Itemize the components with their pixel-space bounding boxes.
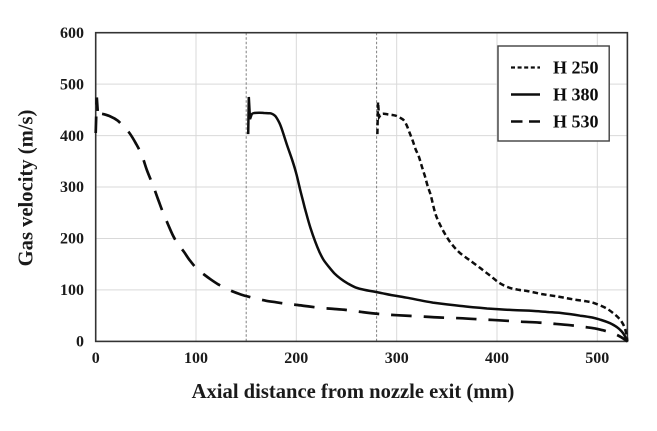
svg-text:500: 500 [60,76,84,93]
svg-text:Axial distance from nozzle exi: Axial distance from nozzle exit (mm) [192,381,515,403]
svg-text:200: 200 [60,231,84,248]
svg-text:400: 400 [485,350,509,367]
svg-text:200: 200 [284,350,308,367]
svg-text:H 530: H 530 [553,112,599,132]
svg-text:500: 500 [585,350,609,367]
svg-text:300: 300 [385,350,409,367]
svg-text:H 380: H 380 [553,85,599,105]
svg-text:H 250: H 250 [553,58,599,78]
svg-text:0: 0 [92,350,100,367]
svg-text:Gas velocity (m/s): Gas velocity (m/s) [16,110,38,267]
svg-text:300: 300 [60,179,84,196]
svg-text:400: 400 [60,128,84,145]
svg-text:600: 600 [60,25,84,42]
svg-text:100: 100 [60,282,84,299]
svg-text:0: 0 [76,334,84,351]
svg-text:100: 100 [184,350,208,367]
